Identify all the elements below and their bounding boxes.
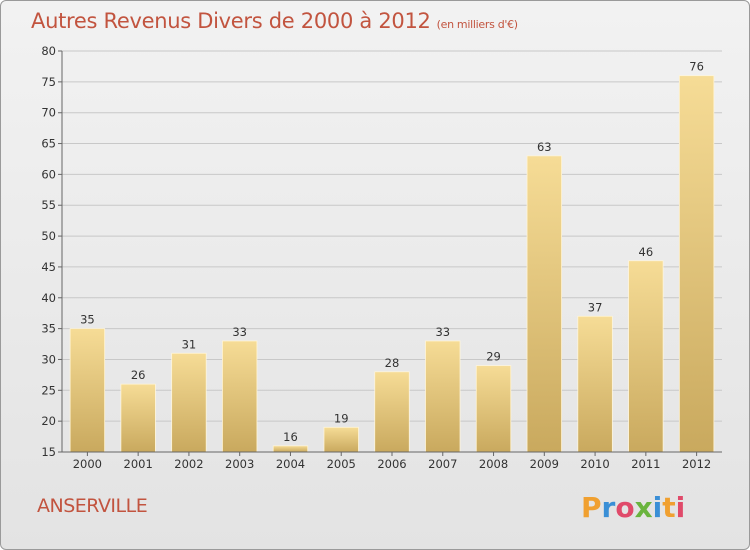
bar xyxy=(69,328,106,453)
y-tick-label: 75 xyxy=(41,75,56,89)
bar-value-label: 37 xyxy=(588,300,603,314)
brand-letter: x xyxy=(634,491,653,524)
y-tick-label: 25 xyxy=(41,383,56,397)
bar-value-label: 33 xyxy=(232,325,247,339)
bar xyxy=(475,365,512,453)
x-tick-label: 2011 xyxy=(631,457,660,471)
chart-title: Autres Revenus Divers de 2000 à 2012 (en … xyxy=(31,9,518,33)
brand-letter: t xyxy=(662,491,676,524)
y-tick-label: 70 xyxy=(41,106,56,120)
bar-value-label: 76 xyxy=(689,60,704,74)
brand-letter: i xyxy=(675,491,686,524)
bar xyxy=(526,155,562,453)
x-tick-label: 2012 xyxy=(682,457,711,471)
y-tick-label: 35 xyxy=(41,322,56,336)
bar-value-label: 35 xyxy=(80,313,95,327)
bar-value-label: 29 xyxy=(486,350,501,364)
brand-letter: r xyxy=(601,491,616,524)
brand-letter: o xyxy=(615,491,635,524)
chart-title-text: Autres Revenus Divers de 2000 à 2012 xyxy=(31,9,431,33)
x-tick-label: 2003 xyxy=(225,457,254,471)
bar xyxy=(374,371,410,453)
x-tick-label: 2002 xyxy=(174,457,203,471)
bar xyxy=(272,445,309,453)
bar-value-label: 16 xyxy=(283,430,298,444)
bar-layer xyxy=(69,75,715,453)
bar xyxy=(425,340,461,453)
x-tick-label: 2005 xyxy=(327,457,356,471)
y-tick-label: 45 xyxy=(41,260,56,274)
bar-value-label: 63 xyxy=(537,140,552,154)
axis-layer: 15 20 25 30 35 40 45 50 55 60 65 70 75 80 35 2000 26 2001… xyxy=(41,44,722,471)
chart-subtitle: (en milliers d'€) xyxy=(436,18,518,31)
bar xyxy=(678,75,715,453)
bar xyxy=(171,352,207,453)
bar xyxy=(222,340,258,453)
x-tick-label: 2004 xyxy=(276,457,305,471)
y-tick-label: 50 xyxy=(41,229,56,243)
x-tick-label: 2006 xyxy=(377,457,406,471)
brand-letter: P xyxy=(581,491,602,524)
bar-value-label: 26 xyxy=(131,368,146,382)
town-name: ANSERVILLE xyxy=(37,495,148,517)
bar xyxy=(120,383,156,453)
x-tick-label: 2001 xyxy=(124,457,153,471)
bar-value-label: 19 xyxy=(334,411,349,425)
x-tick-label: 2009 xyxy=(530,457,559,471)
x-tick-label: 2007 xyxy=(428,457,457,471)
y-tick-label: 30 xyxy=(41,352,56,366)
bar-value-label: 28 xyxy=(385,356,400,370)
bar-value-label: 46 xyxy=(639,245,654,259)
bar xyxy=(577,315,613,453)
proxiti-logo: Proxiti xyxy=(581,491,685,524)
y-tick-label: 40 xyxy=(41,291,56,305)
bar xyxy=(323,426,359,453)
bar-value-label: 33 xyxy=(435,325,450,339)
y-tick-label: 15 xyxy=(41,445,56,459)
y-tick-label: 65 xyxy=(41,137,56,151)
bar xyxy=(628,260,664,453)
x-tick-label: 2010 xyxy=(580,457,609,471)
y-tick-label: 80 xyxy=(41,44,56,58)
x-tick-label: 2008 xyxy=(479,457,508,471)
y-tick-label: 60 xyxy=(41,167,56,181)
brand-letter: i xyxy=(652,491,663,524)
bar-value-label: 31 xyxy=(182,337,197,351)
y-tick-label: 20 xyxy=(41,414,56,428)
y-tick-label: 55 xyxy=(41,198,56,212)
x-tick-label: 2000 xyxy=(73,457,102,471)
